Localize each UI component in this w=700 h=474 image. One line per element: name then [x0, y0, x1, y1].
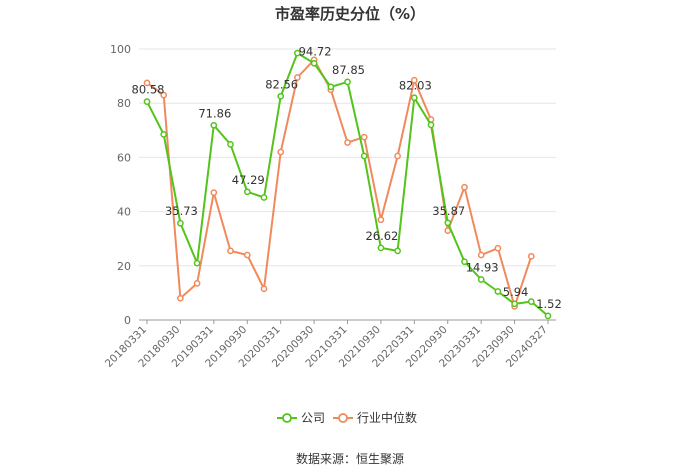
- data-point[interactable]: [227, 247, 234, 255]
- data-point[interactable]: [227, 141, 234, 148]
- data-label: 35.73: [165, 204, 198, 218]
- data-point[interactable]: [410, 76, 418, 84]
- data-point[interactable]: [243, 188, 251, 196]
- data-point[interactable]: [210, 121, 218, 129]
- data-label: 80.58: [132, 83, 165, 97]
- data-point[interactable]: [527, 298, 535, 305]
- data-point[interactable]: [344, 78, 351, 86]
- y-tick-label: 20: [117, 260, 131, 273]
- data-label: 94.72: [299, 44, 332, 58]
- data-label: 87.85: [332, 63, 365, 77]
- series-1: [143, 56, 535, 310]
- data-point[interactable]: [360, 152, 368, 160]
- data-point[interactable]: [427, 121, 435, 129]
- data-label: 14.93: [466, 261, 499, 275]
- source-note: 数据来源：恒生聚源: [296, 451, 404, 466]
- data-point[interactable]: [193, 259, 201, 267]
- data-point[interactable]: [394, 152, 401, 160]
- legend-marker-icon: [338, 413, 348, 423]
- y-tick-label: 60: [117, 151, 131, 164]
- data-point[interactable]: [310, 59, 318, 67]
- y-tick-label: 40: [117, 206, 131, 219]
- data-point[interactable]: [327, 83, 335, 91]
- data-point[interactable]: [477, 251, 485, 259]
- data-point[interactable]: [527, 252, 535, 260]
- data-point[interactable]: [394, 247, 401, 255]
- data-point[interactable]: [260, 285, 268, 293]
- y-tick-label: 80: [117, 97, 131, 110]
- data-point[interactable]: [177, 294, 184, 302]
- data-point[interactable]: [260, 194, 268, 201]
- legend-item[interactable]: 公司: [277, 411, 325, 425]
- data-label: 47.29: [232, 173, 265, 187]
- data-point[interactable]: [143, 79, 151, 87]
- data-point[interactable]: [143, 98, 151, 105]
- series-line: [146, 52, 549, 317]
- data-point[interactable]: [461, 183, 468, 191]
- y-tick-label: 0: [124, 314, 131, 327]
- data-point[interactable]: [210, 189, 218, 196]
- data-point[interactable]: [461, 258, 468, 266]
- data-label: 82.56: [265, 77, 298, 91]
- data-point[interactable]: [294, 49, 301, 57]
- data-point[interactable]: [360, 133, 368, 141]
- legend-label: 公司: [301, 411, 325, 425]
- series-layer: [143, 49, 552, 320]
- data-point[interactable]: [494, 288, 502, 295]
- series-0: [143, 49, 552, 320]
- data-label: 5.94: [503, 285, 529, 299]
- data-point[interactable]: [160, 91, 168, 99]
- data-point[interactable]: [294, 74, 301, 81]
- legend-label: 行业中位数: [357, 410, 417, 425]
- grid-lines: [139, 48, 556, 267]
- data-label: 1.52: [536, 297, 562, 311]
- data-point[interactable]: [193, 280, 201, 287]
- data-label: 35.87: [432, 204, 465, 218]
- y-tick-label: 100: [110, 43, 131, 56]
- legend[interactable]: 公司 行业中位数: [277, 410, 417, 425]
- chart-title: 市盈率历史分位（%）: [275, 5, 425, 23]
- data-point[interactable]: [494, 244, 502, 252]
- data-point[interactable]: [377, 244, 385, 252]
- legend-marker-icon: [282, 413, 292, 423]
- data-point[interactable]: [243, 251, 251, 259]
- data-label: 71.86: [198, 106, 231, 120]
- data-point[interactable]: [377, 216, 385, 224]
- data-point[interactable]: [277, 148, 285, 156]
- data-point[interactable]: [544, 312, 552, 320]
- data-label: 26.62: [365, 229, 398, 243]
- data-point[interactable]: [477, 276, 485, 283]
- data-point[interactable]: [177, 219, 184, 227]
- data-point[interactable]: [277, 92, 285, 100]
- data-point[interactable]: [160, 131, 168, 138]
- data-point[interactable]: [344, 139, 351, 146]
- data-label: 82.03: [399, 79, 432, 93]
- x-axis: 2018033120180930201903312019093020200331…: [103, 319, 556, 370]
- data-point[interactable]: [444, 219, 452, 227]
- data-point[interactable]: [410, 94, 418, 102]
- data-point[interactable]: [511, 300, 518, 308]
- y-axis: 0 20 40 60 80 100: [110, 43, 131, 327]
- legend-item[interactable]: 行业中位数: [333, 410, 417, 425]
- series-line: [146, 58, 533, 308]
